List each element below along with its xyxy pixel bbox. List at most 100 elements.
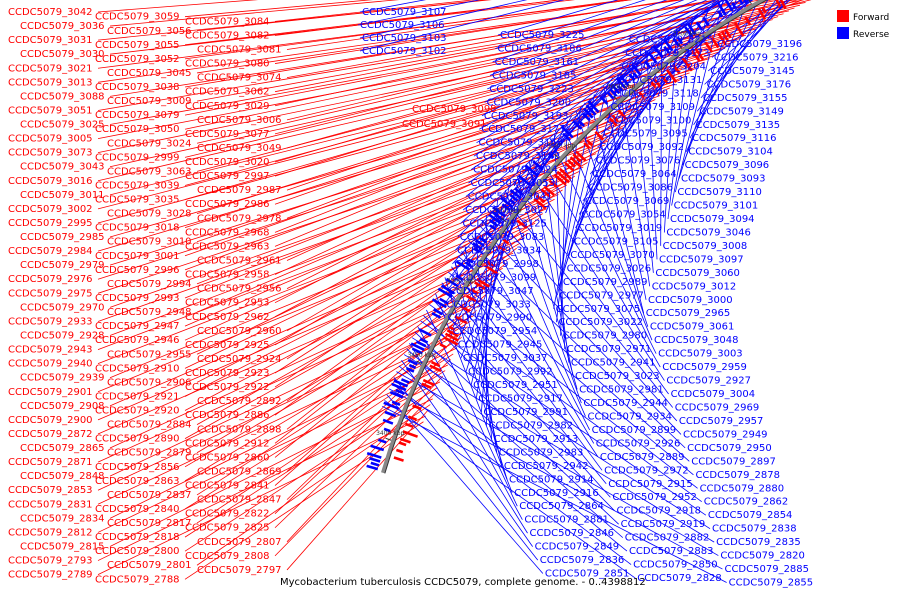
- gene-label: CCDC5079_3155: [703, 93, 788, 104]
- reverse-gene: [572, 119, 583, 130]
- connector-line: [660, 38, 663, 246]
- gene-label: CCDC5079_2883: [629, 546, 714, 557]
- gene-label: CCDC5079_2855: [729, 578, 814, 589]
- gene-label: CCDC5079_3084: [185, 16, 270, 27]
- connector-line: [109, 127, 623, 308]
- gene-label: CCDC5079_3104: [688, 147, 773, 158]
- gene-label: CCDC5079_3054: [581, 210, 666, 221]
- reverse-gene: [619, 75, 630, 87]
- forward-gene: [446, 329, 459, 338]
- gene-label: CCDC5079_2835: [716, 537, 801, 548]
- gene-label: CCDC5079_3043: [20, 162, 105, 173]
- gene-label: CCDC5079_2914: [509, 474, 594, 485]
- forward-gene: [779, 0, 787, 10]
- connector-line: [386, 394, 544, 574]
- connector-line: [109, 194, 559, 379]
- connector-line: [184, 288, 490, 468]
- connector-line: [384, 400, 636, 579]
- gene-label: CCDC5079_3003: [658, 349, 743, 360]
- forward-gene: [569, 156, 582, 168]
- gene-label: CCDC5079_2982: [489, 420, 574, 431]
- gene-label: CCDC5079_2956: [197, 284, 282, 295]
- gene-label: CCDC5079_3204: [621, 61, 706, 72]
- reverse-gene: [632, 72, 639, 79]
- gene-label: CCDC5079_3045: [107, 68, 192, 79]
- connector-line: [184, 337, 462, 510]
- connector-line: [489, 0, 685, 76]
- reverse-gene: [738, 0, 744, 6]
- connector-line: [357, 0, 481, 26]
- forward-gene: [586, 139, 594, 147]
- forward-gene: [421, 382, 432, 389]
- connector-line: [196, 22, 768, 172]
- gene-label: CCDC5079_2924: [197, 354, 282, 365]
- connector-line: [286, 0, 719, 79]
- legend-swatch: [837, 10, 849, 22]
- gene-label: CCDC5079_3225: [500, 30, 585, 41]
- forward-gene: [399, 437, 411, 444]
- reverse-gene: [663, 39, 674, 52]
- forward-gene: [665, 69, 678, 83]
- connector-line: [562, 124, 653, 341]
- tick-mark: [385, 437, 392, 441]
- gene-label: CCDC5079_2889: [600, 452, 685, 463]
- forward-gene: [558, 167, 572, 180]
- gene-label: CCDC5079_2879: [107, 448, 192, 459]
- reverse-gene: [440, 284, 455, 295]
- gene-label: CCDC5079_3096: [685, 160, 770, 171]
- reverse-gene: [702, 16, 710, 27]
- gene-label: CCDC5079_3193: [484, 111, 569, 122]
- reverse-gene: [411, 347, 423, 355]
- forward-gene: [484, 264, 498, 275]
- forward-gene: [572, 153, 582, 163]
- reverse-gene: [391, 400, 401, 407]
- connector-line: [631, 61, 654, 273]
- connector-line: [286, 247, 517, 430]
- connector-line: [97, 0, 684, 83]
- gene-label: CCDC5079_2807: [197, 537, 282, 548]
- connector-line: [109, 222, 536, 407]
- reverse-gene: [366, 464, 379, 471]
- connector-line: [97, 140, 610, 322]
- connector-line: [549, 137, 657, 354]
- gene-label: CCDC5079_3091: [402, 119, 487, 130]
- gene-label: CCDC5079_2996: [95, 265, 180, 276]
- gene-label: CCDC5079_3029: [185, 101, 270, 112]
- connector-line: [396, 371, 719, 556]
- reverse-gene: [400, 378, 410, 384]
- reverse-gene: [408, 363, 417, 370]
- gene-label: CCDC5079_2922: [185, 382, 270, 393]
- gene-label: CCDC5079_3110: [677, 187, 762, 198]
- connector-line: [109, 91, 666, 266]
- gene-label: CCDC5079_3143: [476, 151, 561, 162]
- reverse-gene: [464, 261, 472, 267]
- connector-line: [493, 204, 586, 417]
- connector-line: [411, 337, 711, 529]
- connector-line: [359, 0, 528, 39]
- connector-line: [403, 354, 715, 543]
- reverse-gene: [582, 112, 591, 122]
- reverse-gene: [607, 92, 615, 100]
- gene-label: CCDC5079_3011: [20, 190, 105, 201]
- forward-gene: [497, 245, 506, 252]
- reverse-gene: [431, 311, 442, 319]
- reverse-gene: [382, 418, 394, 425]
- legend-swatch: [837, 27, 849, 39]
- forward-gene: [717, 32, 727, 46]
- gene-label: CCDC5079_2934: [587, 411, 672, 422]
- reverse-gene: [524, 164, 539, 177]
- connector-line: [603, 85, 647, 300]
- forward-gene: [575, 150, 587, 162]
- forward-gene: [533, 197, 547, 210]
- forward-gene: [439, 343, 448, 349]
- connector-line: [97, 115, 637, 294]
- tick-mark: [416, 360, 423, 365]
- gene-label: CCDC5079_3024: [107, 138, 192, 149]
- gene-label: CCDC5079_2987: [197, 185, 282, 196]
- gene-label: CCDC5079_3001: [95, 251, 180, 262]
- connector-line: [454, 42, 657, 251]
- forward-gene: [724, 28, 732, 39]
- gene-label: CCDC5079_3077: [185, 129, 270, 140]
- connector-line: [495, 0, 646, 49]
- gene-label: CCDC5079_2878: [695, 470, 780, 481]
